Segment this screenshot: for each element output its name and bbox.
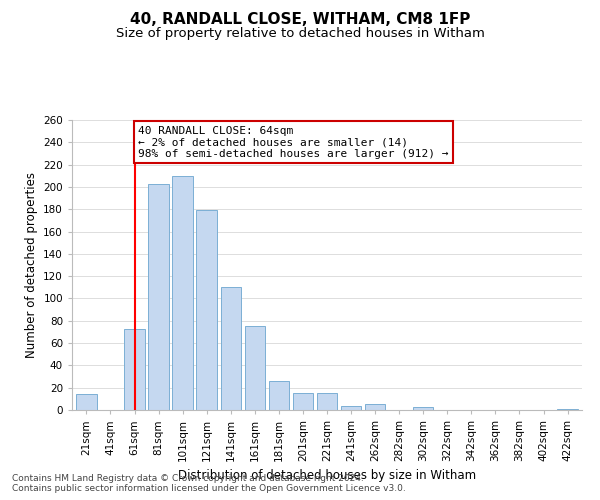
Text: 40 RANDALL CLOSE: 64sqm
← 2% of detached houses are smaller (14)
98% of semi-det: 40 RANDALL CLOSE: 64sqm ← 2% of detached…: [138, 126, 449, 159]
Bar: [124, 328, 145, 410]
Text: Contains public sector information licensed under the Open Government Licence v3: Contains public sector information licen…: [12, 484, 406, 493]
Bar: [245, 326, 265, 410]
Text: 40, RANDALL CLOSE, WITHAM, CM8 1FP: 40, RANDALL CLOSE, WITHAM, CM8 1FP: [130, 12, 470, 28]
Bar: [341, 406, 361, 410]
Text: Size of property relative to detached houses in Witham: Size of property relative to detached ho…: [116, 26, 484, 40]
Bar: [365, 404, 385, 410]
Text: Contains HM Land Registry data © Crown copyright and database right 2024.: Contains HM Land Registry data © Crown c…: [12, 474, 364, 483]
Bar: [557, 409, 578, 410]
Bar: [148, 184, 169, 410]
Bar: [293, 394, 313, 410]
Bar: [196, 210, 217, 410]
Bar: [76, 394, 97, 410]
Y-axis label: Number of detached properties: Number of detached properties: [25, 172, 38, 358]
X-axis label: Distribution of detached houses by size in Witham: Distribution of detached houses by size …: [178, 470, 476, 482]
Bar: [221, 288, 241, 410]
Bar: [413, 406, 433, 410]
Bar: [172, 176, 193, 410]
Bar: [269, 381, 289, 410]
Bar: [317, 394, 337, 410]
